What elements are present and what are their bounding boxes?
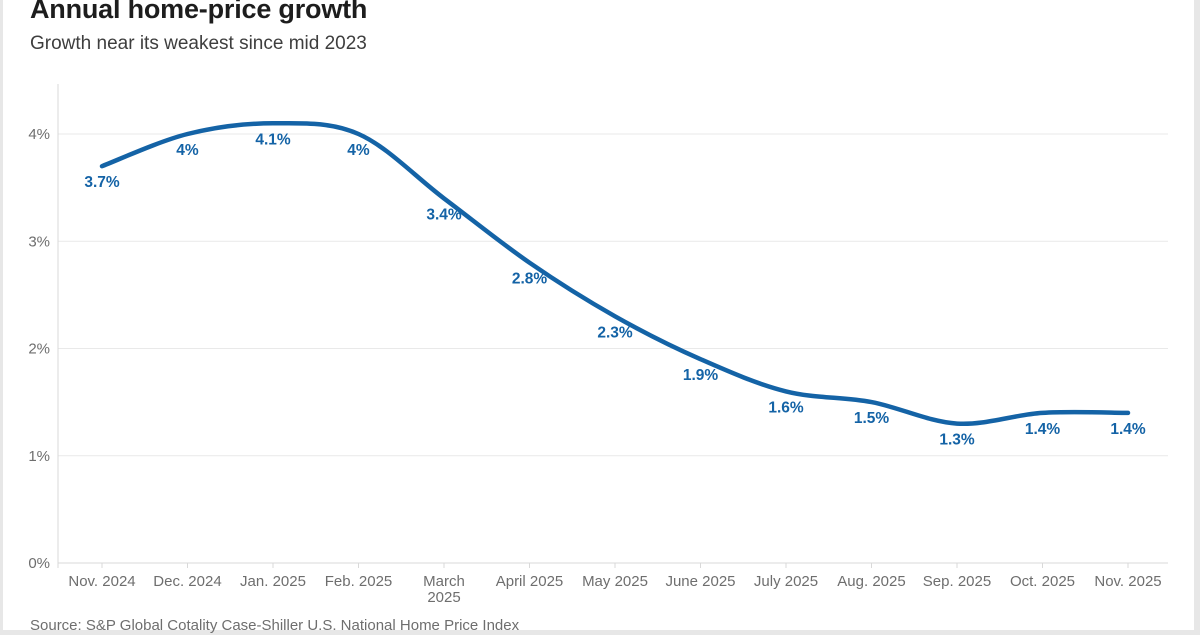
x-axis-tick-label: 2025 [427, 589, 460, 606]
data-point-label: 3.7% [84, 174, 120, 191]
x-axis-tick-label: Oct. 2025 [1010, 573, 1075, 590]
y-axis-tick-label: 1% [28, 448, 50, 465]
x-axis-tick-label: Nov. 2024 [68, 573, 135, 590]
chart-subtitle: Growth near its weakest since mid 2023 [30, 33, 367, 54]
x-axis-tick-label: Jan. 2025 [240, 573, 306, 590]
data-point-label: 4% [176, 142, 199, 159]
source-note: Source: S&P Global Cotality Case-Shiller… [30, 617, 520, 634]
y-axis-tick-label: 3% [28, 233, 50, 250]
x-axis-tick-label: Dec. 2024 [153, 573, 221, 590]
x-axis-tick-label: June 2025 [665, 573, 735, 590]
data-point-label: 1.5% [854, 410, 890, 427]
x-axis-tick-label: July 2025 [754, 573, 818, 590]
data-point-label: 1.6% [768, 399, 804, 416]
data-point-label: 1.4% [1110, 421, 1146, 438]
x-axis-tick-label: Sep. 2025 [923, 573, 991, 590]
data-point-label: 4.1% [255, 131, 291, 148]
x-axis-tick-label: Nov. 2025 [1094, 573, 1161, 590]
chart-header: Annual home-price growth Growth near its… [30, 0, 1160, 56]
data-point-label: 1.4% [1025, 421, 1061, 438]
chart-card-background [3, 0, 1194, 630]
data-point-label: 2.3% [597, 324, 633, 341]
y-axis-tick-label: 0% [28, 555, 50, 572]
data-point-label: 1.3% [939, 432, 975, 449]
x-axis-tick-label: March [423, 573, 465, 590]
data-point-label: 3.4% [426, 206, 462, 223]
x-axis-tick-label: Aug. 2025 [837, 573, 905, 590]
series-line-home-price-growth [99, 120, 1131, 427]
x-axis-tick-label: Feb. 2025 [325, 573, 393, 590]
y-axis-tick-label: 4% [28, 126, 50, 143]
data-point-label: 2.8% [512, 271, 548, 288]
data-point-label: 4% [347, 142, 370, 159]
chart-title: Annual home-price growth [30, 0, 368, 24]
y-axis-tick-label: 2% [28, 341, 50, 358]
data-point-label: 1.9% [683, 367, 719, 384]
x-axis-tick-label: April 2025 [496, 573, 564, 590]
x-axis-tick-label: May 2025 [582, 573, 648, 590]
